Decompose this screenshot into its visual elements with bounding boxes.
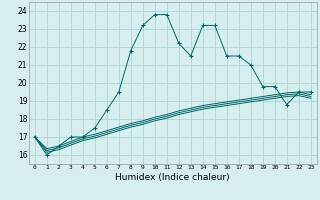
X-axis label: Humidex (Indice chaleur): Humidex (Indice chaleur)	[116, 173, 230, 182]
